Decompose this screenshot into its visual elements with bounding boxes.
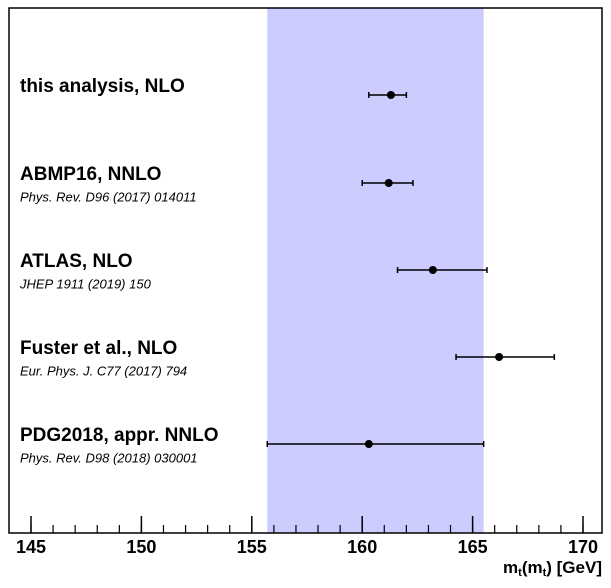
point	[495, 353, 504, 361]
point	[384, 179, 393, 187]
reference-label: Phys. Rev. D96 (2017) 014011	[20, 189, 197, 204]
measurement-label: this analysis, NLO	[20, 76, 185, 97]
x-tick-label: 160	[347, 537, 377, 557]
measurement-label: ABMP16, NNLO	[20, 164, 161, 185]
point	[428, 266, 437, 274]
x-tick-label: 150	[126, 537, 156, 557]
point	[364, 440, 373, 448]
reference-label: Phys. Rev. D98 (2018) 030001	[20, 450, 198, 465]
x-tick-label: 155	[237, 537, 267, 557]
point	[386, 91, 395, 99]
frame	[8, 7, 603, 534]
x-tick-label: 170	[568, 537, 598, 557]
x-tick-label: 165	[458, 537, 488, 557]
measurement-label: ATLAS, NLO	[20, 251, 133, 272]
x-axis-label: mt(mt) [GeV]	[503, 558, 602, 578]
reference-label: Eur. Phys. J. C77 (2017) 794	[20, 363, 187, 378]
measurement-label: Fuster et al., NLO	[20, 338, 177, 359]
reference-label: JHEP 1911 (2019) 150	[19, 276, 152, 291]
measurement-label: PDG2018, appr. NNLO	[20, 425, 219, 446]
x-tick-label: 145	[16, 537, 46, 557]
